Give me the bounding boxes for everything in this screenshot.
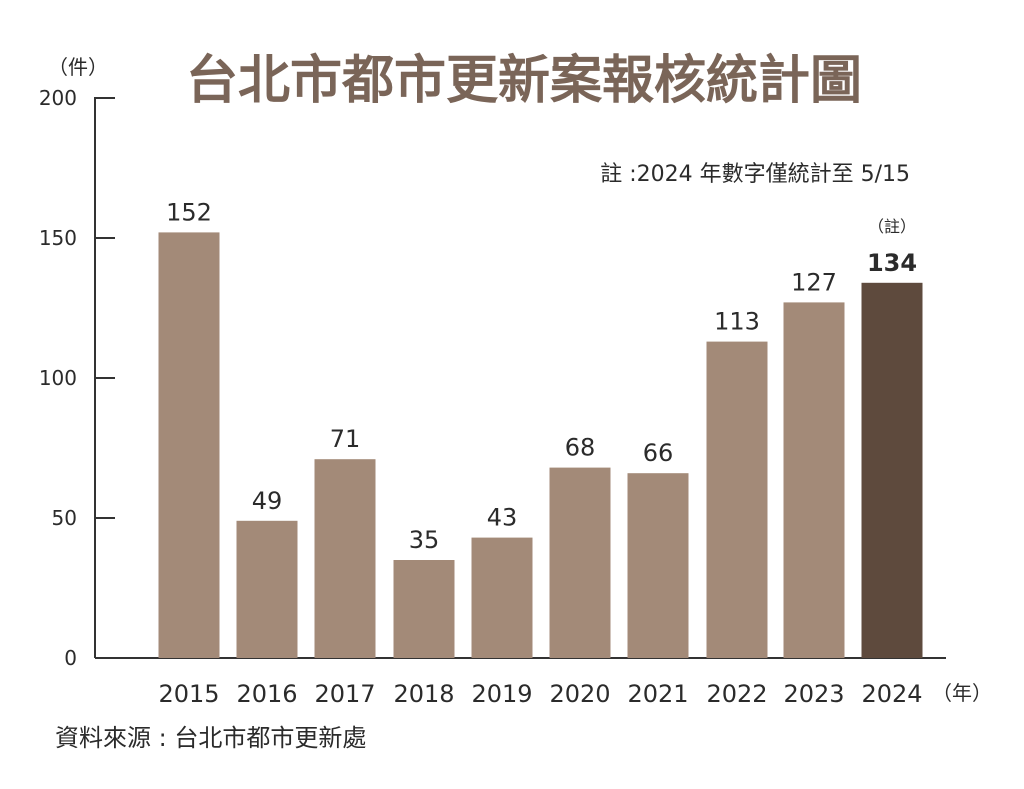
bar-2021 [627,473,689,658]
bar-2022 [706,341,768,658]
y-tick-label: 0 [64,646,77,670]
bar-2017 [314,459,376,658]
y-tick-label: 150 [39,226,77,250]
value-label-2019: 43 [487,504,518,532]
bar-2019 [471,537,533,658]
x-tick-label-2023: 2023 [783,680,844,708]
bar-2018 [393,560,455,658]
x-axis-labels: 2015 2016 2017 2018 2019 2020 2021 2022 2023 2024 [158,680,922,708]
value-label-2018: 35 [409,526,440,554]
x-tick-label-2016: 2016 [236,680,297,708]
x-tick-label-2019: 2019 [471,680,532,708]
y-tick-label: 100 [39,366,77,390]
x-tick-label-2024: 2024 [861,680,922,708]
value-label-2021: 66 [643,439,674,467]
value-label-2016: 49 [252,487,283,515]
y-axis-ticks: 0 50 100 150 200 [39,86,115,670]
x-axis-unit-label: （年） [932,681,992,705]
x-tick-label-2021: 2021 [627,680,688,708]
highlight-note-marker: （註） [868,217,916,236]
value-label-2023: 127 [791,268,837,296]
x-tick-label-2018: 2018 [393,680,454,708]
x-tick-label-2015: 2015 [158,680,219,708]
x-tick-label-2017: 2017 [314,680,375,708]
value-label-2020: 68 [565,434,596,462]
bar-2020 [549,467,611,658]
bar-2015 [158,232,220,658]
value-label-2024: 134 [867,249,917,277]
bars [158,232,923,658]
x-tick-label-2020: 2020 [549,680,610,708]
y-tick-label: 200 [39,86,77,110]
source-text: 資料來源 : 台北市都市更新處 [55,724,366,752]
y-tick-label: 50 [52,506,77,530]
chart-title: 台北市都市更新案報核統計圖 [186,50,862,111]
x-tick-label-2022: 2022 [706,680,767,708]
value-label-2015: 152 [166,198,212,226]
bar-2023 [783,302,845,658]
y-axis-unit-label: （件） [48,55,108,79]
value-label-2022: 113 [714,308,760,336]
value-labels: 152 49 71 35 43 68 66 113 127 134 [166,198,917,554]
value-label-2017: 71 [330,425,361,453]
bar-2024 [861,282,923,658]
chart-note: 註 :2024 年數字僅統計至 5/15 [600,162,910,187]
bar-2016 [236,520,298,658]
